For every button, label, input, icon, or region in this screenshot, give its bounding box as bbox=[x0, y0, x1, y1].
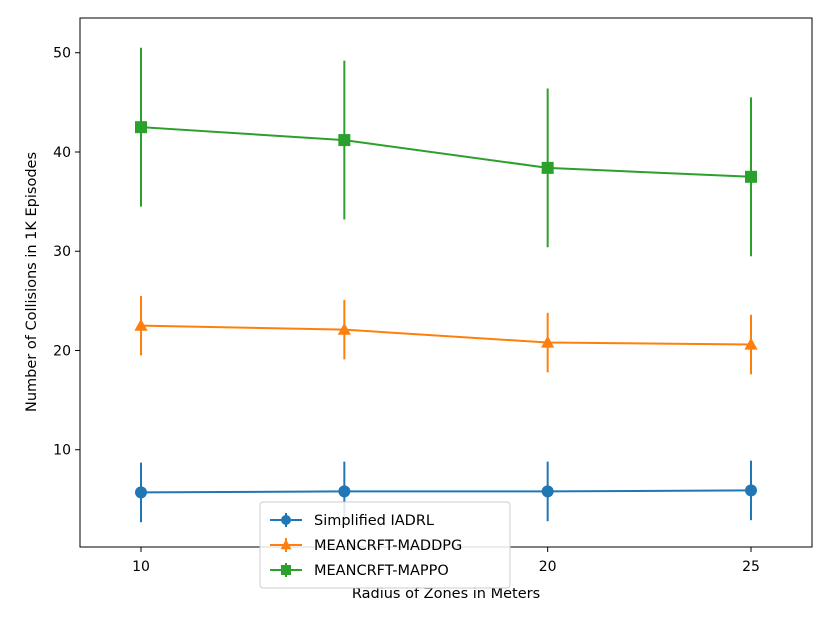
legend-entry: Simplified IADRL bbox=[270, 513, 434, 529]
data-point bbox=[541, 485, 554, 498]
plot-area bbox=[80, 18, 812, 547]
legend-marker bbox=[280, 539, 292, 550]
legend-label: MEANCRFT-MADDPG bbox=[314, 538, 462, 554]
ticks-layer: 10 20 30 40 50 10 20 25 bbox=[53, 46, 760, 575]
data-point bbox=[134, 318, 148, 331]
x-tick-label: 25 bbox=[742, 559, 760, 575]
y-tick-label: 20 bbox=[53, 343, 71, 359]
legend: Simplified IADRL MEANCRFT-MADDPG MEANCRFT-… bbox=[259, 501, 511, 589]
x-tick-label: 20 bbox=[539, 559, 557, 575]
data-point bbox=[744, 337, 758, 350]
y-tick-label: 40 bbox=[53, 145, 71, 161]
data-point bbox=[337, 322, 351, 335]
series-line bbox=[140, 489, 752, 494]
legend-marker bbox=[281, 565, 291, 575]
legend-box bbox=[259, 501, 511, 589]
y-tick-label: 10 bbox=[53, 443, 71, 459]
data-point bbox=[541, 335, 555, 348]
series-1 bbox=[134, 295, 758, 375]
data-point bbox=[745, 170, 757, 183]
series-line bbox=[140, 324, 752, 346]
legend-label: Simplified IADRL bbox=[314, 513, 434, 529]
legend-marker bbox=[281, 515, 291, 525]
data-point bbox=[338, 134, 351, 147]
x-tick-label: 10 bbox=[132, 559, 150, 575]
series-layer bbox=[134, 47, 758, 523]
data-point bbox=[541, 161, 554, 174]
legend-entry: MEANCRFT-MADDPG bbox=[270, 538, 462, 554]
series-2 bbox=[135, 47, 757, 257]
series-line bbox=[140, 126, 752, 178]
data-point bbox=[135, 486, 147, 499]
legend-entry: MEANCRFT-MAPPO bbox=[270, 563, 449, 579]
y-tick-label: 50 bbox=[53, 46, 71, 62]
data-point bbox=[745, 484, 757, 497]
data-point bbox=[135, 121, 147, 134]
x-axis-label: Radius of Zones in Meters bbox=[352, 586, 540, 602]
legend-label: MEANCRFT-MAPPO bbox=[314, 563, 449, 579]
y-axis-label: Number of Collisions in 1K Episodes bbox=[24, 152, 40, 412]
data-point bbox=[338, 485, 351, 498]
y-tick-label: 30 bbox=[53, 244, 71, 260]
